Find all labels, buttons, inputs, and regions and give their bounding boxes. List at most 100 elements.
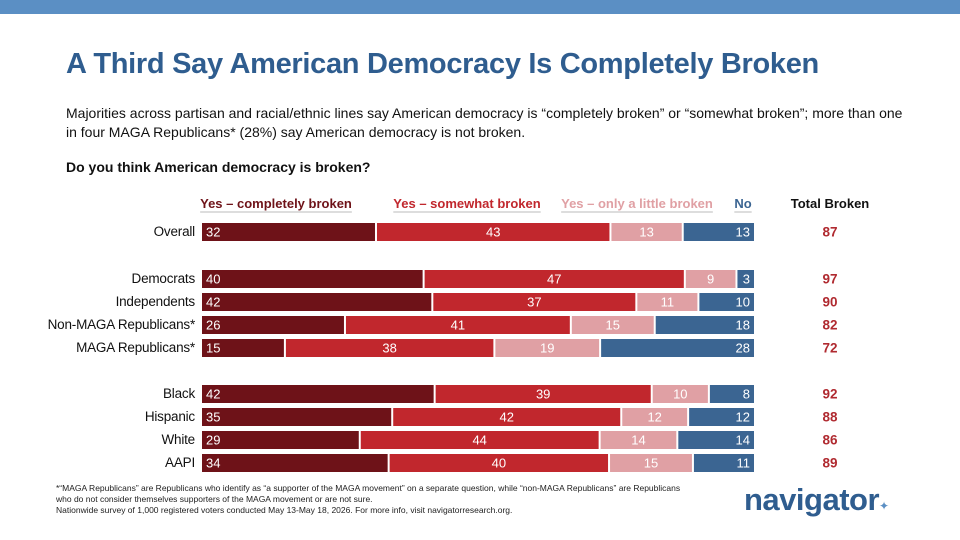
logo-star-icon: ✦ bbox=[879, 499, 889, 513]
bar-value-label: 26 bbox=[206, 318, 220, 333]
total-broken-value: 89 bbox=[822, 456, 837, 471]
footnote-definition: *“MAGA Republicans” are Republicans who … bbox=[56, 483, 681, 504]
bar-value-label: 42 bbox=[206, 295, 220, 310]
bar-segment bbox=[622, 408, 688, 426]
bar-segment bbox=[285, 339, 494, 357]
bar-segment bbox=[637, 293, 698, 311]
bar-value-label: 15 bbox=[206, 341, 220, 356]
bar-value-label: 13 bbox=[639, 225, 653, 240]
bar-value-label: 10 bbox=[736, 295, 750, 310]
row-label: Independents bbox=[116, 294, 196, 309]
bar-segment bbox=[709, 385, 754, 403]
bar-value-label: 38 bbox=[382, 341, 396, 356]
bar-value-label: 41 bbox=[451, 318, 465, 333]
bar-value-label: 32 bbox=[206, 225, 220, 240]
bar-value-label: 44 bbox=[472, 433, 486, 448]
bar-value-label: 28 bbox=[736, 341, 750, 356]
bar-segment bbox=[389, 454, 609, 472]
bar-value-label: 3 bbox=[743, 272, 750, 287]
bar-value-label: 40 bbox=[206, 272, 220, 287]
row-label: Non-MAGA Republicans* bbox=[48, 317, 196, 332]
page-subtitle: Majorities across partisan and racial/et… bbox=[66, 105, 903, 140]
bar-value-label: 29 bbox=[206, 433, 220, 448]
logo-wordmark: navigator bbox=[744, 482, 880, 517]
bar-segment bbox=[433, 293, 636, 311]
total-broken-value: 87 bbox=[822, 225, 837, 240]
bar-value-label: 10 bbox=[673, 387, 687, 402]
row-label: Black bbox=[163, 386, 195, 401]
stacked-bar-chart: Yes – completely broken Yes – somewhat br… bbox=[48, 196, 870, 472]
row-label: Overall bbox=[154, 224, 196, 239]
row-label: MAGA Republicans* bbox=[76, 340, 196, 355]
bar-segment bbox=[652, 385, 708, 403]
bar-value-label: 8 bbox=[743, 387, 750, 402]
bar-value-label: 40 bbox=[492, 456, 506, 471]
bar-value-label: 15 bbox=[644, 456, 658, 471]
bar-segment bbox=[376, 223, 610, 241]
bar-segment bbox=[202, 385, 434, 403]
bar-segment bbox=[600, 431, 677, 449]
legend-label: Yes – completely broken bbox=[200, 196, 352, 211]
total-broken-value: 97 bbox=[822, 272, 837, 287]
bar-segment bbox=[202, 316, 344, 334]
bar-segment bbox=[571, 316, 654, 334]
bar-segment bbox=[737, 270, 754, 288]
bar-value-label: 9 bbox=[707, 272, 714, 287]
bar-segment bbox=[202, 339, 284, 357]
bar-value-label: 42 bbox=[206, 387, 220, 402]
bar-value-label: 39 bbox=[536, 387, 550, 402]
footnote: *“MAGA Republicans” are Republicans who … bbox=[56, 483, 696, 516]
bar-segment bbox=[689, 408, 754, 426]
bar-segment bbox=[693, 454, 754, 472]
survey-question: Do you think American democracy is broke… bbox=[66, 159, 371, 175]
legend-label: Yes – only a little broken bbox=[561, 196, 713, 211]
bar-segment bbox=[610, 454, 692, 472]
bar-segment bbox=[611, 223, 682, 241]
bar-value-label: 14 bbox=[736, 433, 750, 448]
bar-value-label: 11 bbox=[737, 456, 751, 471]
legend-label: No bbox=[734, 196, 751, 211]
bar-segment bbox=[435, 385, 651, 403]
legend-label: Yes – somewhat broken bbox=[393, 196, 540, 211]
bar-value-label: 47 bbox=[547, 272, 561, 287]
bar-segment bbox=[202, 454, 388, 472]
bar-value-label: 35 bbox=[206, 410, 220, 425]
bar-value-label: 11 bbox=[661, 295, 675, 310]
bar-value-label: 43 bbox=[486, 225, 500, 240]
bar-segment bbox=[202, 431, 359, 449]
bar-value-label: 19 bbox=[540, 341, 554, 356]
navigator-logo: navigator✦ bbox=[744, 482, 889, 518]
bar-segment bbox=[202, 408, 392, 426]
bar-value-label: 15 bbox=[606, 318, 620, 333]
bar-segment bbox=[683, 223, 754, 241]
row-label: AAPI bbox=[165, 455, 195, 470]
bar-segment bbox=[360, 431, 599, 449]
bar-segment bbox=[655, 316, 754, 334]
bar-value-label: 42 bbox=[499, 410, 513, 425]
total-broken-value: 88 bbox=[822, 410, 838, 425]
row-label: Hispanic bbox=[145, 409, 196, 424]
bar-segment bbox=[202, 223, 375, 241]
total-broken-value: 92 bbox=[822, 387, 837, 402]
bar-segment bbox=[345, 316, 570, 334]
total-broken-value: 90 bbox=[822, 295, 837, 310]
total-broken-value: 72 bbox=[822, 341, 837, 356]
bar-value-label: 14 bbox=[631, 433, 645, 448]
row-label: White bbox=[161, 432, 195, 447]
bar-segment bbox=[495, 339, 600, 357]
total-broken-value: 82 bbox=[822, 318, 837, 333]
total-column-header: Total Broken bbox=[791, 196, 870, 211]
bar-segment bbox=[393, 408, 621, 426]
bar-value-label: 18 bbox=[736, 318, 750, 333]
top-accent-bar bbox=[0, 0, 960, 14]
bar-segment bbox=[202, 270, 423, 288]
row-label: Democrats bbox=[132, 271, 196, 286]
page-title: A Third Say American Democracy Is Comple… bbox=[66, 48, 819, 80]
bar-segment bbox=[699, 293, 754, 311]
bar-value-label: 12 bbox=[647, 410, 661, 425]
bar-value-label: 37 bbox=[527, 295, 541, 310]
total-broken-value: 86 bbox=[822, 433, 838, 448]
footnote-methodology: Nationwide survey of 1,000 registered vo… bbox=[56, 505, 513, 515]
bar-value-label: 13 bbox=[736, 225, 750, 240]
bar-value-label: 12 bbox=[736, 410, 750, 425]
